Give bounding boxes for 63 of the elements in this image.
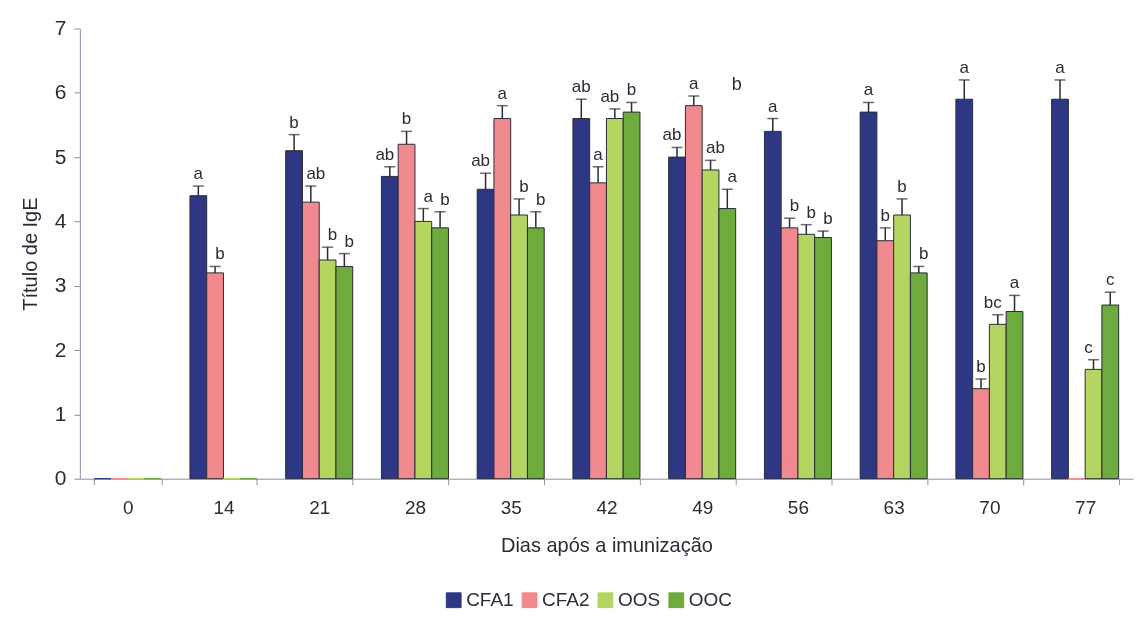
y-tick-label: 6: [54, 80, 67, 104]
data-label: b: [806, 202, 816, 222]
y-tick-label: 3: [54, 273, 67, 297]
x-axis-title: Dias após a imunização: [501, 534, 713, 557]
y-tick-label: 0: [54, 466, 67, 490]
x-tick-label: 14: [213, 497, 235, 519]
data-label: a: [193, 164, 204, 184]
data-label: ab: [306, 164, 326, 184]
data-label: a: [423, 186, 434, 206]
data-label: ab: [375, 144, 395, 164]
x-tick-label: 70: [979, 497, 1001, 519]
data-label: b: [289, 112, 299, 132]
data-label: a: [689, 74, 700, 94]
data-label: b: [344, 231, 355, 251]
legend-label: OOS: [617, 589, 661, 611]
data-label: b: [536, 189, 546, 209]
data-label: c: [1106, 270, 1116, 290]
y-tick-label: 2: [54, 337, 67, 361]
y-tick-label: 7: [54, 15, 67, 39]
data-label: a: [497, 83, 508, 103]
data-label: b: [215, 244, 225, 264]
data-label: b: [976, 357, 986, 377]
x-tick-label: 56: [787, 497, 809, 519]
x-tick-label: 28: [404, 497, 426, 519]
x-tick-label: 0: [122, 497, 134, 519]
legend-label: OOC: [688, 589, 732, 611]
x-tick-label: 77: [1075, 497, 1097, 519]
x-tick-label: 21: [309, 497, 331, 519]
legend-label: CFA1: [466, 589, 514, 611]
data-label: b: [919, 244, 929, 264]
data-label: b: [897, 176, 907, 196]
data-label: b: [626, 80, 637, 100]
data-label: a: [593, 144, 604, 164]
annotation: b: [731, 74, 742, 95]
data-label: a: [959, 57, 970, 77]
data-label: a: [727, 167, 738, 187]
x-tick-label: 35: [500, 497, 522, 519]
data-label: ab: [706, 138, 725, 158]
legend-label: CFA2: [542, 589, 590, 611]
data-label: bc: [983, 292, 1003, 312]
data-label: c: [1084, 337, 1094, 357]
y-tick-label: 4: [54, 208, 67, 232]
data-label: b: [789, 196, 800, 216]
data-label: a: [1009, 273, 1020, 293]
data-label: ab: [662, 125, 682, 145]
data-label: ab: [571, 77, 591, 97]
data-label: ab: [600, 86, 620, 106]
x-tick-label: 63: [883, 497, 905, 519]
y-tick-label: 5: [54, 144, 67, 168]
data-label: a: [768, 96, 779, 116]
data-label: a: [1055, 57, 1066, 77]
y-axis-title: Título de IgE: [18, 197, 41, 311]
data-label: ab: [471, 151, 491, 171]
data-label: b: [327, 225, 338, 245]
data-label: b: [823, 209, 833, 229]
x-tick-label: 49: [692, 497, 714, 519]
data-label: a: [863, 80, 874, 100]
data-label: b: [880, 205, 890, 225]
y-tick-label: 1: [54, 401, 67, 425]
data-label: b: [519, 176, 529, 196]
data-label: b: [440, 189, 450, 209]
data-label: b: [401, 109, 412, 129]
x-tick-label: 42: [596, 497, 618, 519]
